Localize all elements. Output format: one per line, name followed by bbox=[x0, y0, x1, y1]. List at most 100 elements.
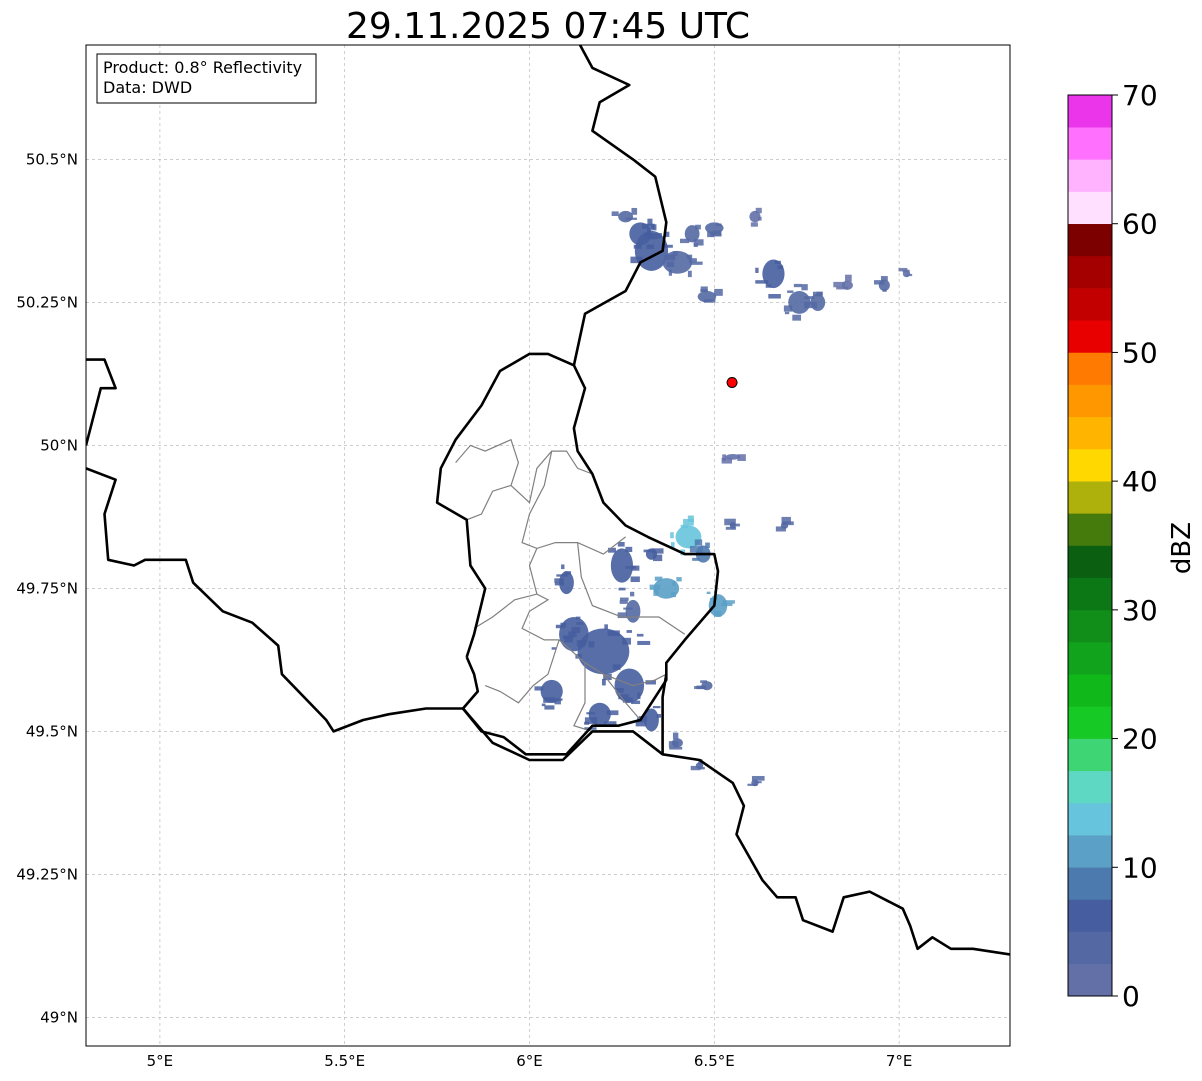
colorbar-segment bbox=[1068, 288, 1112, 321]
precip-fragment bbox=[656, 714, 662, 718]
precip-fragment bbox=[812, 291, 823, 297]
x-tick-label: 6°E bbox=[516, 1052, 543, 1070]
precip-fragment bbox=[633, 244, 642, 249]
precip-fragment bbox=[652, 706, 661, 709]
precip-fragment bbox=[751, 775, 765, 781]
y-tick-label: 49°N bbox=[40, 1008, 78, 1026]
colorbar-ticks: 0 10 20 30 40 50 60 70 bbox=[1112, 79, 1158, 1013]
precip-fragment bbox=[758, 216, 762, 221]
precip-fragment bbox=[617, 541, 625, 547]
product-info-box: Product: 0.8° Reflectivity Data: DWD bbox=[96, 53, 317, 104]
colorbar-segment bbox=[1068, 577, 1112, 611]
precip-fragment bbox=[688, 258, 697, 263]
colorbar bbox=[1067, 94, 1113, 997]
precip-fragment bbox=[554, 698, 561, 705]
precip-fragment bbox=[637, 640, 651, 645]
colorbar-label: dBZ bbox=[1167, 522, 1197, 574]
precip-fragment bbox=[804, 296, 815, 300]
y-tick-label: 49.5°N bbox=[26, 722, 78, 740]
precip-fragment bbox=[672, 581, 676, 586]
admin-boundary-line bbox=[573, 662, 593, 732]
colorbar-segment bbox=[1068, 320, 1112, 353]
precip-cell bbox=[625, 599, 641, 623]
precip-fragment bbox=[722, 454, 726, 461]
precip-fragment bbox=[631, 700, 641, 705]
precip-fragment bbox=[576, 640, 586, 647]
country-border-line bbox=[86, 358, 117, 446]
precip-fragment bbox=[750, 222, 758, 227]
precip-fragment bbox=[541, 703, 546, 707]
precip-fragment bbox=[651, 224, 657, 231]
precip-fragment bbox=[638, 716, 648, 722]
y-tick-label: 50.25°N bbox=[16, 293, 78, 311]
precip-fragment bbox=[636, 633, 644, 637]
precip-fragment bbox=[679, 238, 690, 244]
colorbar-segment bbox=[1068, 931, 1112, 965]
colorbar-segment bbox=[1068, 448, 1112, 482]
precip-fragment bbox=[723, 600, 735, 604]
precip-fragment bbox=[703, 299, 716, 303]
precip-cell bbox=[614, 668, 645, 703]
precip-fragment bbox=[696, 685, 706, 690]
precip-fragment bbox=[661, 244, 673, 248]
colorbar-segment bbox=[1068, 545, 1112, 578]
colorbar-segment bbox=[1068, 95, 1112, 128]
precip-fragment bbox=[588, 641, 595, 648]
precip-fragment bbox=[700, 680, 707, 683]
precipitation-layer bbox=[534, 207, 913, 787]
precip-fragment bbox=[625, 217, 637, 220]
colorbar-segment bbox=[1068, 802, 1112, 836]
precip-fragment bbox=[792, 314, 802, 321]
x-tick-label: 5°E bbox=[147, 1052, 174, 1070]
country-border-line bbox=[572, 45, 668, 366]
map-frame bbox=[85, 44, 1011, 1047]
admin-boundary-line bbox=[484, 639, 560, 704]
precip-cell bbox=[762, 259, 785, 289]
precip-fragment bbox=[619, 597, 629, 601]
precip-fragment bbox=[630, 565, 640, 571]
precip-fragment bbox=[622, 697, 633, 703]
precip-fragment bbox=[784, 311, 790, 315]
y-tick-label: 50.5°N bbox=[26, 150, 78, 168]
admin-boundary-line bbox=[602, 673, 641, 721]
colorbar-segment bbox=[1068, 738, 1112, 772]
precip-fragment bbox=[690, 765, 701, 771]
precip-fragment bbox=[631, 207, 638, 215]
precip-fragment bbox=[695, 224, 701, 230]
precip-fragment bbox=[687, 515, 694, 522]
colorbar-frame bbox=[1067, 94, 1113, 997]
precip-fragment bbox=[555, 624, 565, 629]
precip-fragment bbox=[642, 223, 655, 229]
precip-fragment bbox=[643, 549, 652, 553]
colorbar-segment bbox=[1068, 255, 1112, 289]
y-tick-label: 49.75°N bbox=[16, 579, 78, 597]
colorbar-segment bbox=[1068, 706, 1112, 739]
precip-fragment bbox=[554, 582, 564, 586]
precip-fragment bbox=[787, 290, 794, 293]
precip-fragment bbox=[626, 630, 632, 633]
precip-fragment bbox=[683, 518, 694, 526]
precip-fragment bbox=[714, 610, 722, 617]
colorbar-segment bbox=[1068, 191, 1112, 225]
precip-fragment bbox=[707, 231, 715, 238]
precip-fragment bbox=[737, 454, 746, 461]
x-tick-label: 6.5°E bbox=[694, 1052, 735, 1070]
precip-fragment bbox=[556, 574, 568, 577]
precip-fragment bbox=[714, 288, 723, 296]
precip-fragment bbox=[747, 783, 758, 786]
precip-fragment bbox=[768, 294, 781, 299]
precip-fragment bbox=[623, 607, 633, 610]
precip-fragment bbox=[670, 542, 675, 548]
precip-fragment bbox=[630, 256, 643, 264]
colorbar-segment bbox=[1068, 352, 1112, 385]
precip-fragment bbox=[694, 539, 703, 546]
colorbar-tick-label: 50 bbox=[1122, 336, 1158, 369]
precip-fragment bbox=[645, 680, 656, 685]
colorbar-segment bbox=[1068, 867, 1112, 900]
precip-fragment bbox=[534, 686, 544, 691]
precip-fragment bbox=[603, 673, 612, 681]
precip-cell bbox=[749, 210, 761, 223]
y-axis-ticks: 49°N 49.25°N 49.5°N 49.75°N 50°N 50.25°N 50.5°… bbox=[16, 150, 78, 1026]
precip-fragment bbox=[665, 254, 676, 259]
precip-fragment bbox=[584, 721, 590, 725]
